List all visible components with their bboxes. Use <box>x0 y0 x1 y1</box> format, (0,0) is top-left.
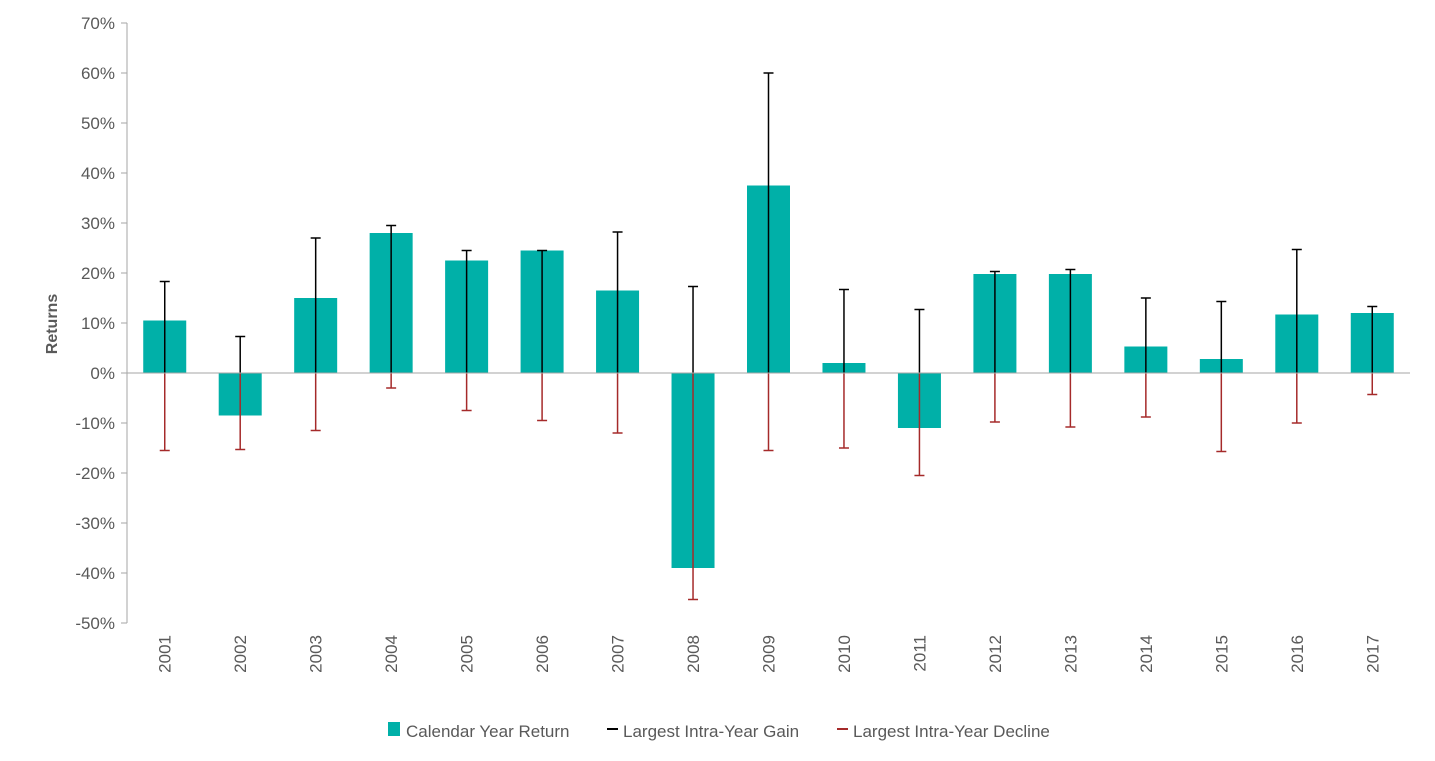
y-tick-label: -30% <box>75 514 115 533</box>
x-tick-label-2016: 2016 <box>1288 635 1307 673</box>
x-tick-label-2010: 2010 <box>835 635 854 673</box>
legend: Calendar Year Return Largest Intra-Year … <box>388 722 1050 741</box>
x-axis: 2001 2002 2003 2004 2005 2006 2007 2008 2009 2010… <box>127 372 1410 673</box>
x-tick-label-2005: 2005 <box>458 635 477 673</box>
legend-label-calendar-year-return: Calendar Year Return <box>406 722 570 741</box>
legend-swatch-calendar-year-return <box>388 722 400 736</box>
y-tick-label: 10% <box>81 314 115 333</box>
legend-label-largest-intra-year-decline: Largest Intra-Year Decline <box>853 722 1050 741</box>
y-tick-label: -10% <box>75 414 115 433</box>
x-tick-label-2002: 2002 <box>231 635 250 673</box>
y-tick-label: -20% <box>75 464 115 483</box>
error-bars <box>159 72 1378 601</box>
x-tick-label-2013: 2013 <box>1061 635 1080 673</box>
x-tick-label-2007: 2007 <box>609 635 628 673</box>
x-tick-label-2014: 2014 <box>1137 635 1156 673</box>
y-tick-label: 70% <box>81 14 115 33</box>
y-tick-label: 20% <box>81 264 115 283</box>
y-tick-label: 50% <box>81 114 115 133</box>
y-axis-title: Returns <box>44 294 61 355</box>
y-axis: -50% -40% -30% -20% -10% 0% 10% 20% 30% 40% 50% 60%… <box>75 14 128 633</box>
x-tick-label-2004: 2004 <box>382 635 401 673</box>
x-tick-label-2011: 2011 <box>910 635 929 672</box>
y-tick-label: 30% <box>81 214 115 233</box>
x-tick-label-2003: 2003 <box>307 635 326 673</box>
x-tick-label-2012: 2012 <box>986 635 1005 673</box>
y-tick-label: -40% <box>75 564 115 583</box>
x-tick-label-2009: 2009 <box>760 635 779 673</box>
x-tick-label-2001: 2001 <box>156 635 175 673</box>
y-tick-label: 40% <box>81 164 115 183</box>
x-tick-label-2015: 2015 <box>1212 635 1231 673</box>
legend-label-largest-intra-year-gain: Largest Intra-Year Gain <box>623 722 799 741</box>
y-tick-label: -50% <box>75 614 115 633</box>
x-tick-label-2017: 2017 <box>1363 635 1382 673</box>
x-tick-label-2006: 2006 <box>533 635 552 673</box>
y-tick-label: 60% <box>81 64 115 83</box>
y-tick-label: 0% <box>90 364 115 383</box>
x-tick-label-2008: 2008 <box>684 635 703 673</box>
